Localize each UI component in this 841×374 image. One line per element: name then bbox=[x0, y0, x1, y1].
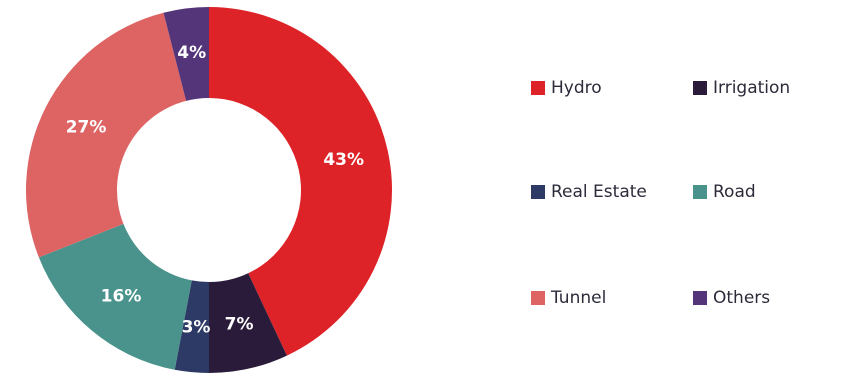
legend-swatch-road bbox=[693, 185, 707, 199]
legend-swatch-real-estate bbox=[531, 185, 545, 199]
legend-label-tunnel: Tunnel bbox=[551, 288, 607, 308]
slice-label-hydro: 43% bbox=[323, 150, 364, 170]
slice-label-road: 16% bbox=[101, 286, 142, 306]
slice-road bbox=[38, 223, 192, 370]
legend-item-tunnel: Tunnel bbox=[531, 286, 606, 310]
legend-item-hydro: Hydro bbox=[531, 76, 602, 100]
legend-swatch-irrigation bbox=[693, 81, 707, 95]
slice-real-estate bbox=[174, 280, 209, 373]
legend-item-others: Others bbox=[693, 286, 770, 310]
legend-item-irrigation: Irrigation bbox=[693, 76, 790, 100]
slice-irrigation bbox=[209, 273, 287, 373]
legend-label-real-estate: Real Estate bbox=[551, 182, 647, 202]
slice-label-irrigation: 7% bbox=[225, 315, 254, 335]
legend-label-hydro: Hydro bbox=[551, 78, 602, 98]
donut-slices bbox=[25, 7, 392, 373]
legend-label-road: Road bbox=[713, 182, 756, 202]
legend-label-others: Others bbox=[713, 288, 771, 308]
legend-label-irrigation: Irrigation bbox=[713, 78, 791, 98]
slice-label-real-estate: 3% bbox=[182, 317, 211, 337]
donut-labels: 43% 7% 3% 16% 27% 4% bbox=[66, 43, 364, 337]
slice-others bbox=[163, 7, 209, 101]
legend-swatch-others bbox=[693, 291, 707, 305]
slice-label-others: 4% bbox=[177, 43, 206, 63]
donut-chart: 43% 7% 3% 16% 27% 4% bbox=[25, 7, 392, 373]
slice-hydro bbox=[209, 7, 392, 356]
legend-item-real-estate: Real Estate bbox=[531, 180, 647, 204]
legend-item-road: Road bbox=[693, 180, 756, 204]
legend-swatch-tunnel bbox=[531, 291, 545, 305]
legend: Hydro Irrigation Real Estate Road Tunnel… bbox=[531, 0, 831, 374]
slice-label-tunnel: 27% bbox=[66, 117, 107, 137]
legend-swatch-hydro bbox=[531, 81, 545, 95]
slice-tunnel bbox=[25, 12, 187, 258]
